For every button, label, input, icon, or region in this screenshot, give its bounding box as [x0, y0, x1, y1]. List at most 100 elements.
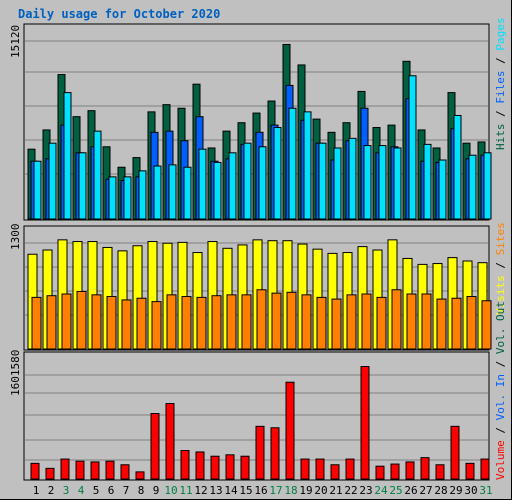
y-max-label: 15120	[9, 25, 22, 58]
legend-item: /	[494, 361, 507, 374]
bar-volume-25	[390, 463, 400, 480]
bar-sites-18	[286, 291, 297, 350]
legend-item: Sites	[494, 222, 507, 262]
bar-volume-7	[120, 464, 130, 480]
bar-volume-14	[225, 454, 235, 480]
legend-label: Hits / Files / Pages	[494, 18, 507, 151]
x-tick-label: 23	[359, 484, 372, 497]
bar-pages-15	[243, 142, 252, 220]
bar-sites-24	[376, 296, 387, 350]
y-max-label: 1300	[9, 224, 22, 251]
bar-sites-31	[481, 300, 492, 350]
x-tick-label: 30	[464, 484, 477, 497]
bar-pages-7	[123, 176, 132, 220]
bar-sites-9	[151, 301, 162, 350]
bar-sites-8	[136, 297, 147, 350]
bar-sites-29	[451, 297, 462, 350]
x-tick-label: 14	[224, 484, 238, 497]
bar-pages-23	[363, 145, 372, 220]
bar-volume-26	[405, 461, 415, 480]
bar-sites-15	[241, 294, 252, 350]
bar-sites-21	[331, 298, 342, 350]
bar-pages-16	[258, 146, 267, 220]
bar-sites-13	[211, 295, 222, 350]
legend-item: Pages	[494, 18, 507, 58]
legend-item: /	[494, 110, 507, 123]
bar-pages-28	[438, 159, 447, 220]
x-tick-label: 1	[33, 484, 40, 497]
x-tick-label: 19	[299, 484, 312, 497]
bar-sites-17	[271, 292, 282, 350]
bar-sites-26	[406, 293, 417, 350]
bar-volume-3	[60, 458, 70, 480]
bar-pages-8	[138, 170, 147, 220]
bar-pages-5	[93, 130, 102, 220]
x-tick-label: 18	[284, 484, 297, 497]
bar-volume-4	[75, 460, 85, 480]
x-tick-label: 8	[138, 484, 145, 497]
bar-pages-4	[78, 152, 87, 220]
legend-item: Vol. In	[494, 374, 507, 427]
bar-pages-25	[393, 147, 402, 220]
x-tick-label: 3	[63, 484, 70, 497]
bar-sites-25	[391, 289, 402, 350]
bar-sites-22	[346, 294, 357, 350]
bar-sites-11	[181, 296, 192, 350]
bar-volume-13	[210, 455, 220, 480]
x-tick-label: 22	[344, 484, 357, 497]
legend-item: Hits	[494, 124, 507, 151]
bar-volume-31	[480, 458, 490, 480]
x-tick-label: 24	[374, 484, 388, 497]
bar-pages-19	[303, 111, 312, 220]
bar-pages-21	[333, 147, 342, 220]
bar-volume-23	[360, 366, 370, 480]
x-tick-label: 12	[194, 484, 207, 497]
chart-title: Daily usage for October 2020	[18, 7, 221, 21]
x-tick-label: 28	[434, 484, 447, 497]
bar-sites-27	[421, 293, 432, 350]
bar-volume-24	[375, 465, 385, 480]
bar-pages-9	[153, 165, 162, 220]
bar-sites-23	[361, 293, 372, 350]
bar-sites-6	[106, 296, 117, 350]
bar-sites-16	[256, 289, 267, 350]
bar-volume-20	[315, 458, 325, 480]
bar-volume-30	[465, 462, 475, 480]
y-max-label: 1601580	[9, 350, 22, 396]
bar-pages-20	[318, 142, 327, 220]
x-tick-label: 9	[153, 484, 160, 497]
bar-pages-30	[468, 154, 477, 220]
bar-sites-19	[301, 294, 312, 350]
x-tick-label: 25	[389, 484, 402, 497]
bar-volume-29	[450, 425, 460, 480]
legend-item: Vol. Out	[494, 301, 507, 361]
x-tick-label: 2	[48, 484, 55, 497]
x-tick-label: 16	[254, 484, 267, 497]
legend-label: Volume / Vol. In / Vol. Out	[494, 301, 507, 480]
legend-item: Files	[494, 71, 507, 111]
bar-volume-8	[135, 471, 145, 480]
x-tick-label: 6	[108, 484, 115, 497]
x-tick-label: 21	[329, 484, 342, 497]
bar-pages-22	[348, 137, 357, 220]
x-tick-label: 27	[419, 484, 432, 497]
legend-label: Visits / Sites	[494, 222, 507, 315]
legend-item: /	[494, 427, 507, 440]
x-tick-label: 15	[239, 484, 252, 497]
bar-sites-5	[91, 294, 102, 350]
bar-volume-6	[105, 460, 115, 480]
bar-volume-12	[195, 451, 205, 480]
bar-sites-12	[196, 296, 207, 350]
bar-pages-11	[183, 166, 192, 220]
bar-pages-26	[408, 75, 417, 220]
bar-pages-29	[453, 114, 462, 220]
bar-volume-10	[165, 403, 175, 480]
bar-pages-24	[378, 145, 387, 220]
bar-volume-11	[180, 450, 190, 480]
bar-sites-10	[166, 294, 177, 350]
bar-sites-28	[436, 298, 447, 350]
x-tick-label: 11	[179, 484, 192, 497]
bar-pages-10	[168, 164, 177, 220]
bar-sites-3	[61, 293, 72, 350]
